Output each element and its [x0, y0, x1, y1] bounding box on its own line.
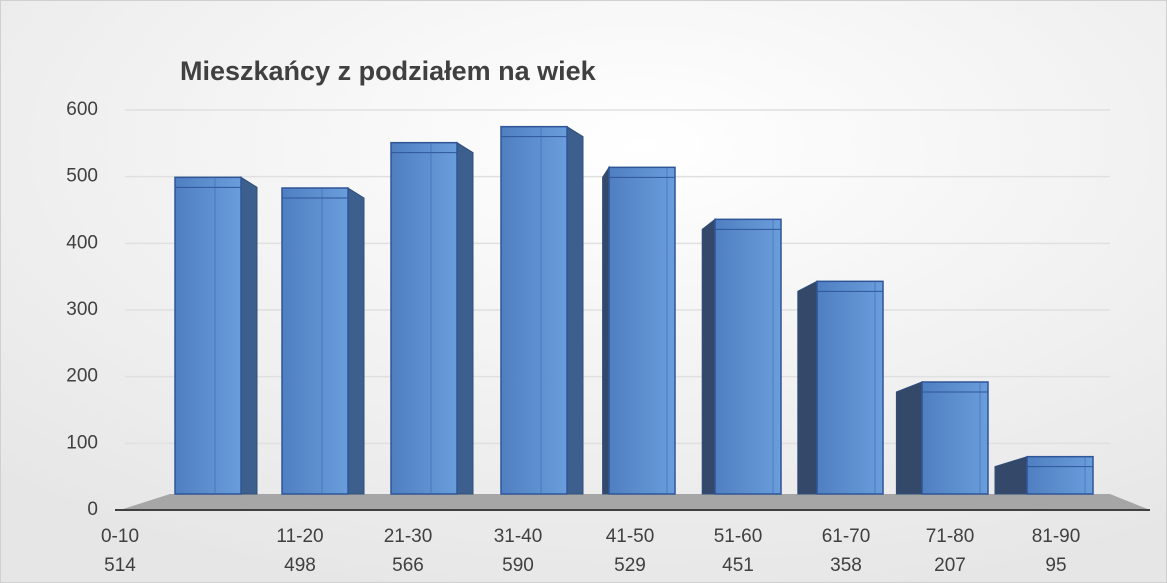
- bar-side: [347, 187, 365, 495]
- bar-side: [240, 176, 258, 495]
- value-label: 514: [104, 555, 136, 576]
- x-tick-label: 0-10: [101, 526, 139, 547]
- y-tick-label: 100: [66, 432, 98, 453]
- chart-title: Mieszkańcy z podziałem na wiek: [180, 56, 597, 86]
- y-tick-label: 500: [66, 166, 98, 187]
- y-tick-label: 300: [66, 299, 98, 320]
- value-label: 566: [392, 555, 424, 576]
- bar-side: [602, 165, 610, 495]
- value-label: 207: [934, 555, 966, 576]
- y-tick-label: 600: [66, 99, 98, 120]
- bar: [714, 218, 782, 495]
- value-label: 529: [614, 555, 646, 576]
- bar: [390, 141, 458, 495]
- bar: [921, 381, 989, 495]
- x-tick-label: 31-40: [494, 526, 543, 547]
- bar-side: [895, 381, 923, 495]
- x-tick-label: 81-90: [1032, 526, 1081, 547]
- bar-side: [797, 280, 818, 495]
- bar-side: [566, 125, 584, 495]
- bar: [816, 280, 884, 495]
- x-tick-label: 51-60: [714, 526, 763, 547]
- bar: [281, 187, 349, 495]
- floor: [120, 494, 1150, 510]
- bar-side: [701, 218, 716, 495]
- value-label: 498: [284, 555, 316, 576]
- bar: [500, 125, 568, 495]
- x-tick-label: 11-20: [276, 526, 323, 547]
- y-tick-label: 400: [66, 232, 98, 253]
- value-label: 451: [722, 555, 754, 576]
- bar: [174, 176, 242, 495]
- value-label: 358: [830, 555, 862, 576]
- y-tick-label: 0: [87, 499, 98, 520]
- value-label: 95: [1045, 555, 1066, 576]
- bar: [1026, 455, 1094, 495]
- x-tick-label: 61-70: [822, 526, 871, 547]
- x-tick-label: 41-50: [606, 526, 655, 547]
- bar-side: [456, 141, 474, 495]
- bar: [608, 166, 676, 495]
- x-tick-label: 21-30: [384, 526, 433, 547]
- y-tick-label: 200: [66, 366, 98, 387]
- x-tick-label: 71-80: [926, 526, 975, 547]
- value-label: 590: [502, 555, 534, 576]
